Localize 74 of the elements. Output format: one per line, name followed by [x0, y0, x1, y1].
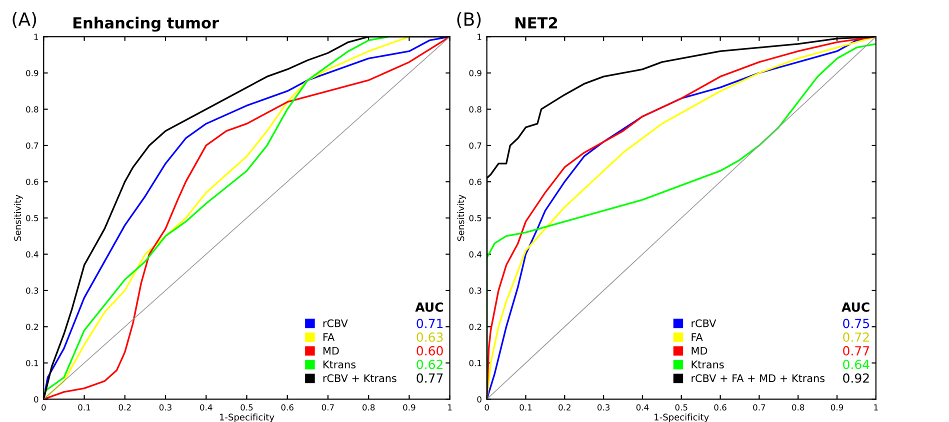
legend-label: rCBV + Ktrans [323, 374, 396, 382]
x-tick-label: 0 [484, 404, 489, 411]
legend-label: rCBV + FA + MD + Ktrans [692, 374, 825, 382]
legend-label: Ktrans [323, 360, 356, 368]
y-tick-label: 0.6 [26, 178, 38, 185]
legend-label: FA [323, 333, 335, 341]
annotation: 0.77 [416, 373, 443, 383]
y-tick-label: 0.9 [469, 70, 482, 76]
y-tick-label: 0.6 [469, 178, 482, 185]
y-tick-label: 0.2 [469, 324, 482, 330]
y-tick-label: 0.7 [26, 142, 38, 149]
y-tick-label: 0.4 [26, 251, 38, 258]
annotation: 0.63 [416, 332, 443, 342]
chart-title: NET2 [515, 17, 558, 28]
y-tick-label: 0 [477, 396, 482, 402]
x-axis-title: 1-Specificity [220, 414, 274, 422]
y-tick-label: 0.8 [469, 106, 482, 112]
x-tick-label: 0 [42, 404, 46, 411]
legend-label: MD [692, 346, 708, 355]
y-axis-title: Sensitivity [457, 194, 466, 241]
y-tick-label: 1 [478, 34, 482, 40]
x-tick-label: 0.1 [520, 404, 532, 411]
y-tick-label: 0.5 [469, 214, 482, 222]
annotation: 0.64 [843, 360, 870, 370]
x-tick-label: 0.2 [558, 404, 570, 411]
x-tick-label: 0.6 [714, 404, 726, 411]
y-axis-title: Sensitivity [14, 194, 23, 241]
annotation: 0.71 [416, 318, 443, 328]
x-tick-label: 1 [874, 404, 878, 410]
y-tick-label: 0.1 [469, 360, 482, 366]
y-tick-label: 0.9 [26, 70, 38, 76]
x-tick-label: 0.7 [753, 404, 766, 411]
x-tick-label: 0.4 [200, 404, 212, 411]
x-tick-label: 0.8 [362, 404, 375, 411]
x-tick-label: 0.9 [830, 404, 844, 411]
y-tick-label: 0.3 [469, 287, 482, 294]
annotation: 0.75 [843, 318, 869, 328]
y-tick-label: 0.4 [469, 251, 482, 258]
y-tick-label: 0.5 [26, 214, 38, 222]
x-tick-label: 0.3 [159, 404, 172, 411]
y-tick-label: 0.2 [26, 324, 38, 330]
text: (A) [12, 12, 36, 28]
annotation: 0.77 [843, 346, 870, 356]
x-tick-label: 0.3 [597, 404, 610, 411]
legend-label: MD [323, 346, 339, 355]
chart-title: Enhancing tumor [73, 16, 219, 32]
y-tick-label: 0.7 [469, 142, 482, 149]
y-tick-label: 0.8 [26, 106, 38, 112]
x-tick-label: 0.1 [78, 404, 90, 411]
x-tick-label: 0.7 [322, 404, 334, 411]
x-tick-label: 0.4 [636, 404, 649, 411]
x-tick-label: 0.5 [240, 404, 253, 411]
annotation: 0.92 [843, 373, 869, 383]
x-tick-label: 0.5 [675, 404, 688, 411]
annotation: 0.72 [843, 332, 869, 342]
x-tick-label: 0.8 [792, 404, 804, 411]
annotation: AUC [842, 302, 870, 312]
x-tick-label: 1 [448, 404, 452, 410]
annotation: 0.62 [416, 360, 442, 370]
text: (B) [457, 12, 481, 28]
legend-label: FA [692, 333, 703, 341]
x-axis-title: 1-Specificity [654, 414, 709, 422]
x-tick-label: 0.9 [403, 404, 416, 411]
y-tick-label: 0.3 [26, 287, 38, 294]
y-tick-label: 1 [34, 34, 38, 40]
legend-label: Ktrans [692, 360, 724, 368]
annotation: 0.60 [416, 346, 443, 356]
y-tick-label: 0 [34, 396, 38, 402]
x-tick-label: 0.2 [118, 404, 131, 411]
annotation: AUC [415, 302, 443, 312]
legend-label: rCBV [692, 319, 716, 328]
y-tick-label: 0.1 [26, 360, 38, 366]
legend-label: rCBV [323, 319, 348, 328]
x-tick-label: 0.6 [281, 404, 294, 411]
